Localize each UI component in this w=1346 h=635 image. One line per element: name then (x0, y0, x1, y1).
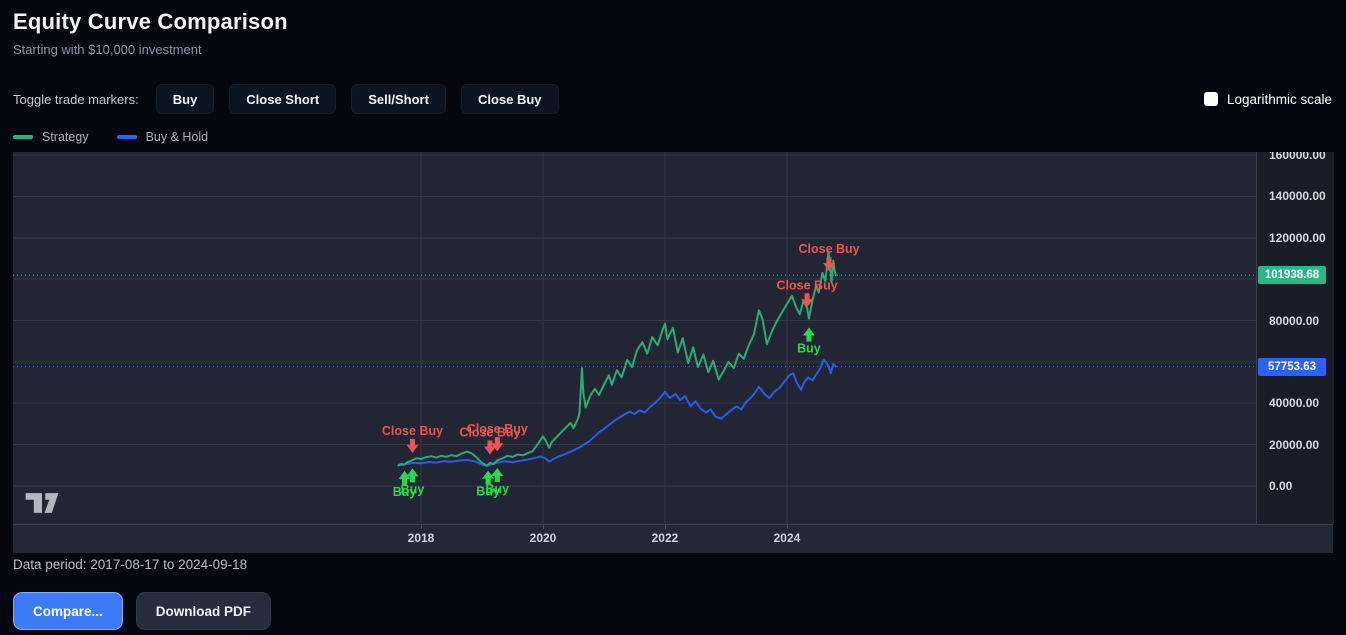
time-axis-tick (543, 525, 544, 529)
download-pdf-button[interactable]: Download PDF (135, 592, 272, 630)
close-buy-marker-label: Close Buy (459, 426, 520, 440)
time-axis-label: 2018 (407, 531, 435, 545)
price-axis[interactable]: 160000.00 140000.00 120000.00 80000.00 40000… (1256, 152, 1334, 524)
last-price-badge: 101938.68 (1258, 266, 1326, 285)
toggle-markers-label: Toggle trade markers: (13, 91, 139, 107)
toggle-sell-short-button[interactable]: Sell/Short (351, 84, 446, 114)
last-price-badge: 57753.63 (1258, 357, 1326, 376)
legend-item-buy-hold[interactable]: Buy & Hold (116, 130, 209, 144)
close-buy-marker-icon (801, 293, 814, 308)
chart-pane[interactable]: Buy Buy Close Buy Buy Buy Close Buy Close Buy C… (13, 152, 1256, 524)
time-axis-label: 2022 (651, 531, 679, 545)
page-subtitle: Starting with $10,000 investment (13, 42, 202, 57)
time-axis-label: 2020 (529, 531, 557, 545)
price-axis-label: 160000.00 (1269, 152, 1326, 163)
compare-button[interactable]: Compare... (13, 592, 123, 630)
buy-marker-icon (406, 468, 419, 483)
buy-marker-icon (398, 470, 411, 485)
close-buy-marker-icon (483, 440, 496, 455)
buy-marker-label: Buy (476, 485, 500, 499)
buy-marker-label: Buy (401, 482, 425, 496)
legend-item-strategy[interactable]: Strategy (13, 130, 89, 144)
buy-marker-label: Buy (797, 342, 821, 356)
close-buy-marker-icon (406, 438, 419, 453)
buy-marker-label: Buy (393, 485, 417, 499)
trade-marker-toolbar: Toggle trade markers: Buy Close Short Se… (13, 84, 1332, 114)
time-axis-tick (421, 525, 423, 529)
header: Equity Curve Comparison Starting with $1… (13, 9, 288, 57)
toggle-close-short-button[interactable]: Close Short (229, 84, 337, 114)
legend-buy-hold-label: Buy & Hold (145, 130, 209, 144)
data-period-text: Data period: 2017-08-17 to 2024-09-18 (13, 557, 248, 572)
price-axis-label: 140000.00 (1269, 189, 1326, 204)
footer-actions: Compare... Download PDF (13, 592, 272, 630)
close-buy-marker-label: Close Buy (777, 278, 838, 292)
price-axis-label: 20000.00 (1269, 437, 1320, 452)
buy-marker-label: Buy (485, 482, 509, 496)
buy-marker-icon (802, 327, 815, 342)
toggle-close-buy-button[interactable]: Close Buy (460, 84, 559, 114)
buy-hold-swatch-icon (116, 135, 137, 139)
time-axis-tick (664, 525, 666, 529)
series-strategy (397, 250, 837, 467)
chart-legend: Strategy Buy & Hold (13, 130, 208, 144)
log-scale-label: Logarithmic scale (1226, 91, 1332, 107)
close-buy-marker-label: Close Buy (382, 424, 443, 438)
buy-marker-icon (491, 467, 504, 482)
price-axis-label: 80000.00 (1269, 313, 1320, 328)
price-axis-label: 120000.00 (1269, 230, 1326, 245)
time-axis-label: 2024 (773, 531, 801, 545)
legend-strategy-label: Strategy (42, 130, 89, 144)
log-scale-checkbox[interactable] (1203, 92, 1218, 106)
close-buy-marker-icon (491, 437, 504, 452)
page-title: Equity Curve Comparison (13, 9, 288, 34)
equity-chart[interactable]: Buy Buy Close Buy Buy Buy Close Buy Close Buy C… (13, 152, 1334, 553)
close-buy-marker-label: Close Buy (798, 242, 859, 256)
close-buy-marker-label: Close Buy (467, 422, 528, 436)
time-axis[interactable]: 2018 2020 2022 2024 (13, 524, 1333, 553)
strategy-swatch-icon (13, 135, 33, 139)
time-axis-tick (786, 525, 788, 529)
log-scale-toggle[interactable]: Logarithmic scale (1203, 91, 1332, 107)
price-axis-label: 0.00 (1269, 478, 1293, 493)
close-buy-marker-icon (823, 257, 836, 272)
buy-marker-icon (482, 470, 495, 485)
price-axis-label: 40000.00 (1269, 396, 1320, 411)
toggle-buy-button[interactable]: Buy (155, 84, 215, 114)
series-buy---hold (397, 358, 837, 467)
